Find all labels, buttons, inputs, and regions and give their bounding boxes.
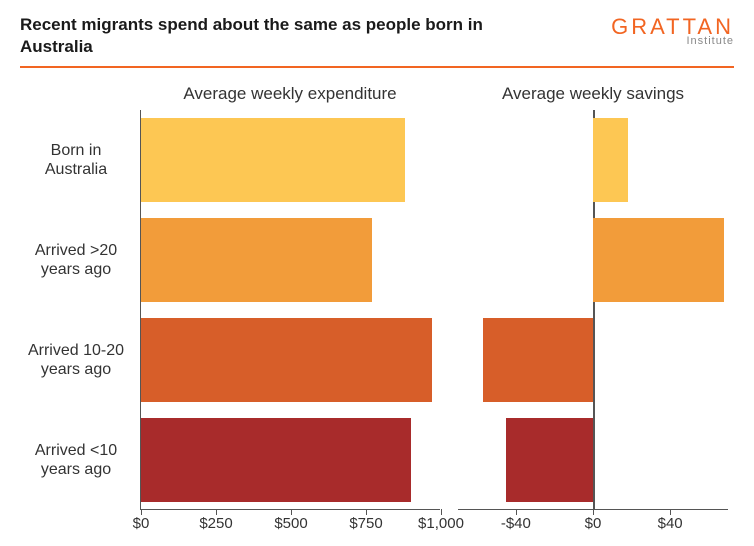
x-tick-label: -$40 (501, 509, 531, 532)
bar (483, 318, 593, 402)
bar (141, 218, 372, 302)
expenditure-plot: Born in AustraliaArrived >20 years agoAr… (140, 110, 440, 510)
category-label: Arrived 10-20 years ago (21, 341, 141, 379)
header-divider (20, 66, 734, 68)
bar (141, 318, 432, 402)
expenditure-chart: Average weekly expenditure Born in Austr… (140, 84, 440, 510)
charts-container: Average weekly expenditure Born in Austr… (20, 84, 734, 510)
x-tick-label: $0 (585, 509, 602, 532)
category-label: Arrived >20 years ago (21, 241, 141, 279)
x-tick-label: $250 (199, 509, 232, 532)
savings-plot: -$40$0$40 (458, 110, 728, 510)
category-label: Arrived <10 years ago (21, 441, 141, 479)
bar (506, 418, 593, 502)
bar (593, 218, 724, 302)
page-title: Recent migrants spend about the same as … (20, 14, 500, 58)
grattan-logo: GRATTAN Institute (611, 14, 734, 47)
x-tick-label: $1,000 (418, 509, 464, 532)
bar (141, 418, 411, 502)
bar (141, 118, 405, 202)
x-tick-label: $500 (274, 509, 307, 532)
header: Recent migrants spend about the same as … (20, 14, 734, 58)
savings-chart: Average weekly savings -$40$0$40 (458, 84, 728, 510)
category-label: Born in Australia (21, 141, 141, 179)
savings-chart-title: Average weekly savings (458, 84, 728, 104)
expenditure-chart-title: Average weekly expenditure (140, 84, 440, 104)
x-tick-label: $0 (133, 509, 150, 532)
x-tick-label: $40 (658, 509, 683, 532)
bar (593, 118, 628, 202)
x-tick-label: $750 (349, 509, 382, 532)
